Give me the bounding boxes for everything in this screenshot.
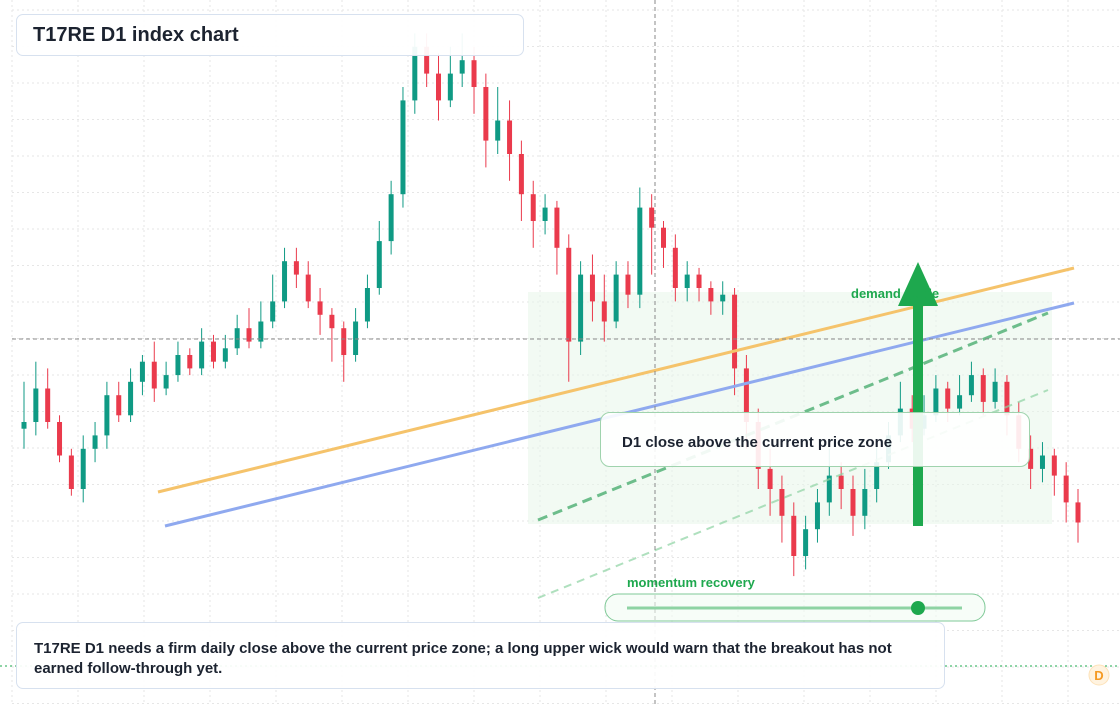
candle-up (364, 288, 370, 322)
candle-up (720, 294, 726, 302)
candle-up (376, 241, 382, 288)
candle-up (459, 60, 465, 74)
candle-down (708, 288, 714, 302)
candle-down (672, 247, 678, 288)
note-text: D1 close above the current price zone (622, 434, 893, 451)
last-price-badge-label: D (1094, 668, 1103, 683)
candle-down (779, 489, 785, 516)
candle-down (530, 194, 536, 221)
candle-down (1004, 381, 1010, 416)
candle-down (1063, 475, 1069, 503)
candle-down (471, 60, 477, 87)
candle-up (258, 321, 264, 342)
candle-up (814, 502, 820, 530)
candle-down (518, 154, 524, 195)
candle-down (68, 455, 74, 489)
candle-down (317, 301, 323, 315)
candle-up (957, 395, 963, 409)
candle-up (412, 46, 418, 101)
candle-down (116, 395, 122, 416)
candle-up (92, 435, 98, 449)
candle-up (542, 207, 548, 221)
candle-up (234, 328, 240, 349)
candle-up (175, 355, 181, 376)
candle-down (57, 422, 63, 456)
candle-down (566, 247, 572, 342)
candle-down (246, 328, 252, 342)
candle-down (424, 46, 430, 74)
candle-down (696, 274, 702, 288)
candle-down (435, 73, 441, 101)
candle-up (803, 529, 809, 556)
candle-down (554, 207, 560, 248)
candle-up (388, 194, 394, 242)
candle-up (447, 73, 453, 101)
candle-up (968, 375, 974, 396)
candle-down (732, 294, 738, 369)
candle-up (33, 388, 39, 422)
demand-guide-arrow-head (898, 262, 938, 306)
candle-up (163, 375, 169, 389)
candle-up (270, 301, 276, 322)
candle-up (128, 381, 134, 416)
candle-up (80, 448, 86, 489)
green-faint-dashed-guide (537, 389, 1049, 599)
candle-down (980, 375, 986, 402)
candle-down (210, 341, 216, 362)
candle-up (199, 341, 205, 369)
title-box: T17RE D1 index chart (16, 14, 524, 56)
candle-down (838, 475, 844, 489)
candle-down (305, 274, 311, 302)
candle-up (874, 462, 880, 489)
candle-up (992, 381, 998, 402)
candle-up (933, 388, 939, 416)
candle-up (222, 348, 228, 362)
chart-title: T17RE D1 index chart (33, 24, 239, 46)
candle-up (400, 100, 406, 195)
momentum-dot (911, 601, 925, 615)
candle-down (45, 388, 51, 422)
momentum-label: momentum recovery (627, 575, 756, 590)
candle-down (791, 515, 797, 556)
candle-down (293, 261, 299, 275)
candle-up (826, 475, 832, 503)
candle-down (341, 328, 347, 355)
candle-up (21, 422, 27, 429)
candle-down (649, 207, 655, 228)
candle-down (187, 355, 193, 369)
candle-down (507, 120, 513, 154)
candle-down (1075, 502, 1081, 523)
candle-down (483, 87, 489, 141)
candle-up (104, 395, 110, 436)
candle-up (139, 361, 145, 382)
note-box: D1 close above the current price zone (600, 412, 1030, 467)
candle-down (589, 274, 595, 302)
candle-down (850, 489, 856, 516)
candle-up (1039, 455, 1045, 469)
candle-up (495, 120, 501, 141)
candle-up (353, 321, 359, 355)
last-price-badge (1088, 664, 1110, 686)
candle-down (743, 368, 749, 422)
caption-box: T17RE D1 needs a firm daily close above … (16, 622, 945, 689)
demand-guide-label: demand guide (851, 286, 939, 301)
candle-up (684, 274, 690, 288)
candle-up (613, 274, 619, 322)
candle-up (282, 261, 288, 302)
candle-up (862, 489, 868, 516)
candle-down (601, 301, 607, 322)
candle-down (329, 314, 335, 329)
candle-down (767, 468, 773, 489)
candle-down (1028, 448, 1034, 469)
candle-down (1051, 455, 1057, 476)
caption-text: T17RE D1 needs a firm daily close above … (34, 640, 892, 677)
candle-down (661, 227, 667, 248)
candle-down (625, 274, 631, 295)
candle-up (578, 274, 584, 342)
candle-up (637, 207, 643, 295)
candle-down (151, 361, 157, 389)
candle-down (945, 388, 951, 409)
